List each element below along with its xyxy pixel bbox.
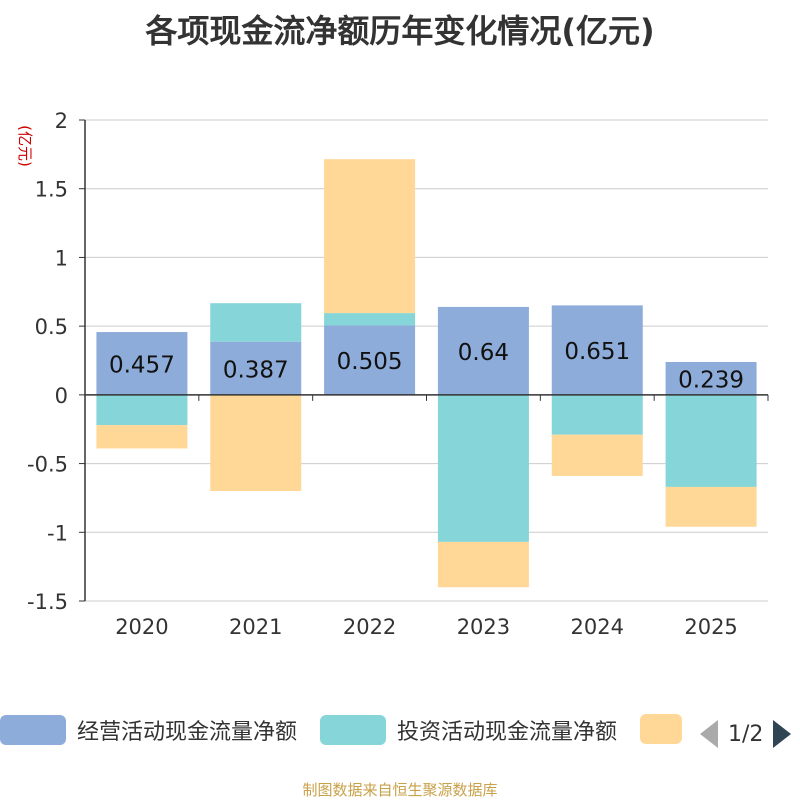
bar-layer	[96, 159, 757, 588]
next-page-icon[interactable]	[773, 720, 792, 748]
grid-layer	[85, 119, 768, 602]
bar-2020-series-0	[96, 332, 188, 395]
y-tick-label: 0.5	[35, 315, 68, 339]
data-label: 0.651	[564, 339, 630, 365]
y-tick-label: 1.5	[35, 178, 68, 202]
y-tick-label: -0.5	[27, 453, 68, 477]
legend-label-operating: 经营活动现金流量净额	[77, 720, 298, 745]
bar-2024-series-0	[551, 305, 643, 395]
legend-pager: 1/2	[700, 714, 792, 754]
chart-title: 各项现金流净额历年变化情况(亿元)	[145, 12, 655, 50]
label-layer: 0.457 0.387 0.505 0.64 0.651 0.239	[109, 339, 744, 393]
axis-layer: 2 1.5 1 0.5 0 -0.5 -1 -1.5 2020 2021 2022 2023 2024 2…	[16, 109, 769, 639]
y-tick-label: 1	[55, 246, 68, 270]
x-tick-label: 2021	[229, 615, 282, 639]
x-tick-label: 2022	[343, 615, 396, 639]
bar-2025-series-1	[665, 394, 757, 487]
bar-2025-series-0	[665, 362, 757, 395]
bar-2023-series-2	[437, 541, 529, 588]
prev-page-icon[interactable]	[700, 720, 718, 748]
bar-2021-series-1	[210, 303, 302, 342]
bar-2021-series-2	[210, 394, 302, 492]
x-tick-label: 2020	[115, 615, 168, 639]
bar-2020-series-1	[96, 394, 188, 426]
legend-page-indicator: 1/2	[728, 721, 764, 747]
data-label: 0.387	[223, 357, 289, 383]
bar-2022-series-2	[324, 159, 416, 314]
legend: 经营活动现金流量净额 投资活动现金流量净额 1/2	[0, 714, 800, 754]
bar-2022-series-0	[324, 325, 416, 395]
bar-2025-series-2	[665, 486, 757, 527]
legend-item-financing[interactable]	[640, 714, 682, 744]
legend-item-investing[interactable]: 投资活动现金流量净额	[320, 714, 617, 746]
y-tick-label: -1.5	[27, 590, 68, 614]
legend-swatch-operating	[0, 715, 66, 745]
x-tick-label: 2024	[571, 615, 624, 639]
data-label: 0.457	[109, 352, 175, 378]
data-label: 0.239	[678, 367, 744, 393]
x-tick-label: 2023	[457, 615, 510, 639]
legend-swatch-investing	[320, 715, 386, 745]
y-tick-label: -1	[47, 521, 68, 545]
bar-2022-series-1	[324, 313, 416, 326]
bar-2020-series-2	[96, 425, 188, 449]
legend-item-operating[interactable]: 经营活动现金流量净额	[0, 714, 297, 746]
bar-2023-series-1	[437, 394, 529, 542]
legend-swatch-financing	[640, 714, 682, 744]
y-tick-label: 2	[55, 109, 68, 133]
y-tick-label: 0	[55, 384, 68, 408]
bar-2021-series-0	[210, 341, 302, 395]
bar-2024-series-2	[551, 434, 643, 476]
data-source-note: 制图数据来自恒生聚源数据库	[302, 781, 498, 799]
legend-label-investing: 投资活动现金流量净额	[397, 720, 618, 745]
data-label: 0.505	[337, 349, 403, 375]
bar-2023-series-0	[437, 306, 529, 395]
data-label: 0.64	[458, 340, 509, 366]
bar-2024-series-1	[551, 394, 643, 435]
y-axis-unit-label: (亿元)	[16, 125, 34, 167]
x-tick-label: 2025	[684, 615, 737, 639]
